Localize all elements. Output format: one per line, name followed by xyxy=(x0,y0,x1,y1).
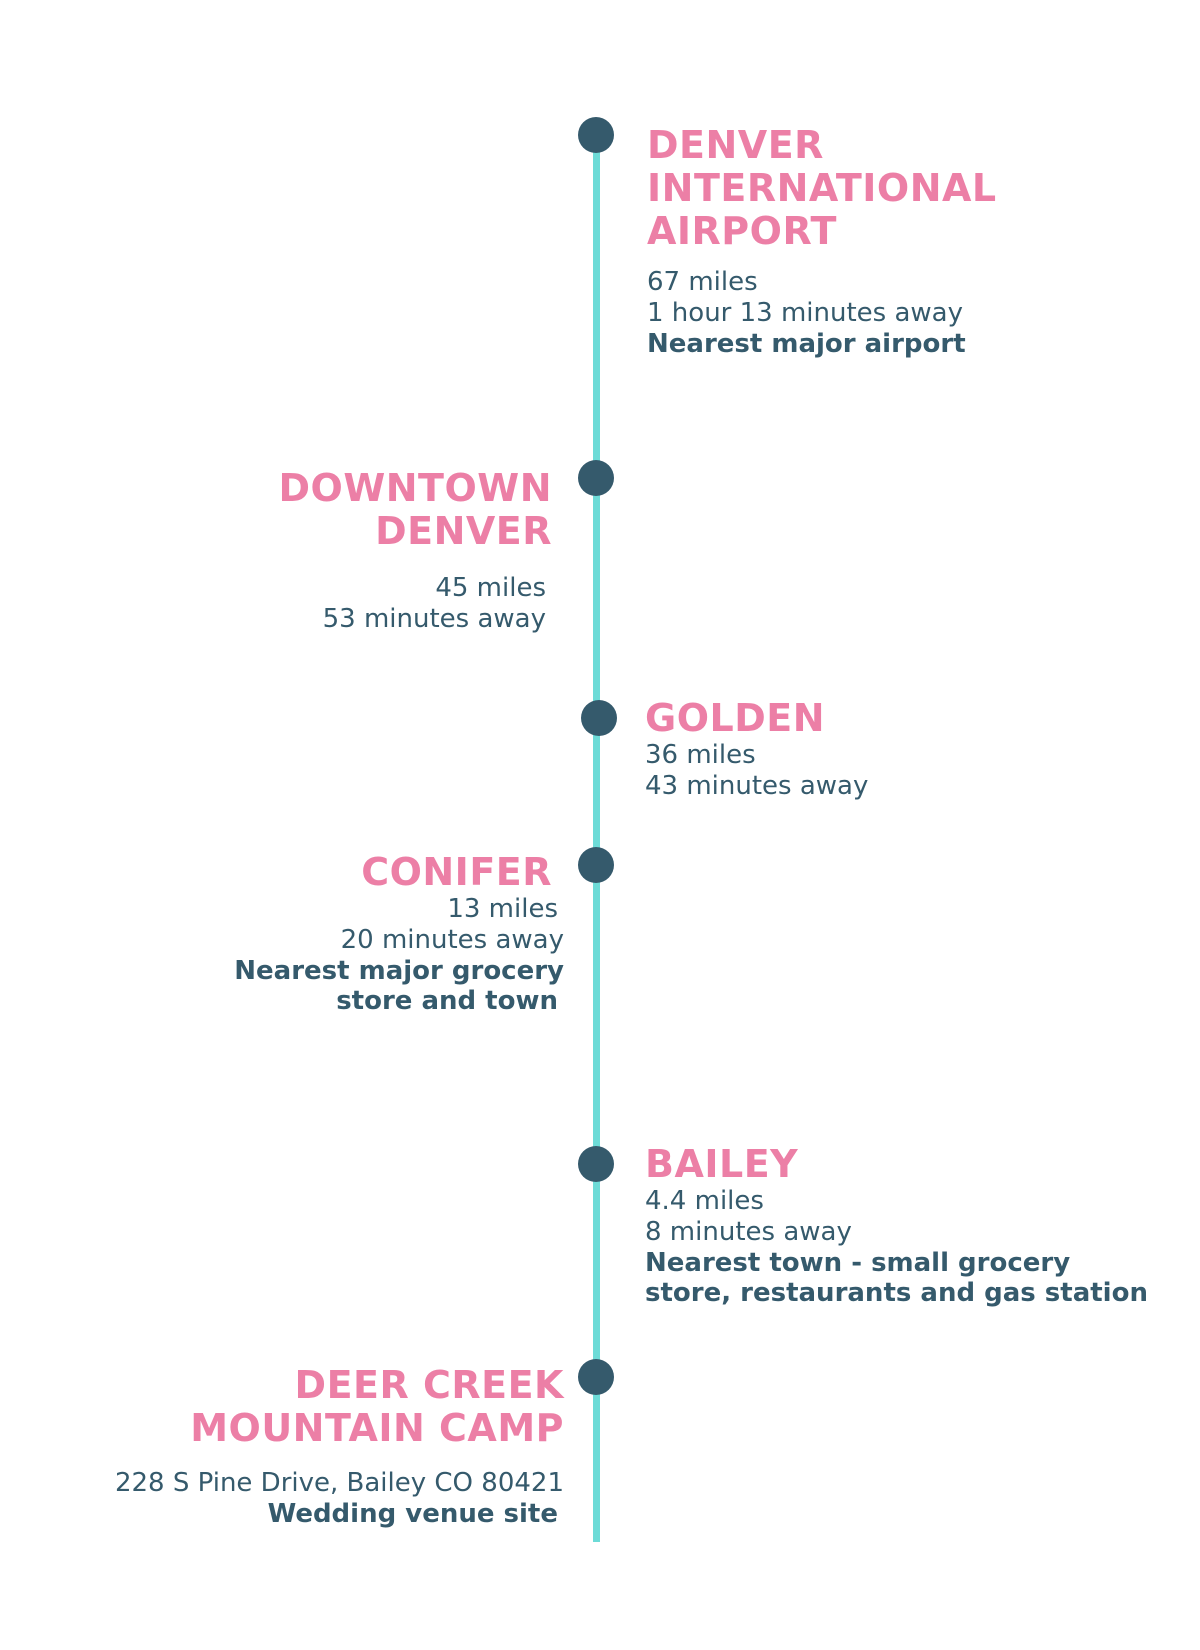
stop-note: Wedding venue site xyxy=(267,1499,558,1529)
stop-denver-airport: DENVER INTERNATIONAL AIRPORT 67 miles 1 … xyxy=(647,123,997,360)
stop-title: DENVER xyxy=(375,509,552,553)
stop-deer-creek: DEER CREEK MOUNTAIN CAMP 228 S Pine Driv… xyxy=(114,1363,564,1530)
stop-bailey: BAILEY 4.4 miles 8 minutes away Nearest … xyxy=(645,1142,1148,1309)
stop-title: INTERNATIONAL xyxy=(647,166,997,210)
timeline-dot-bailey xyxy=(578,1146,614,1182)
timeline-dot-downtown-denver xyxy=(578,460,614,496)
stop-note: store, restaurants and gas station xyxy=(645,1278,1148,1308)
stop-distance: 45 miles xyxy=(435,573,546,603)
stop-note: Nearest major grocery xyxy=(234,956,564,986)
stop-time: 43 minutes away xyxy=(645,771,869,801)
stop-note: Nearest major airport xyxy=(647,329,966,359)
stop-note: Nearest town - small grocery xyxy=(645,1248,1071,1278)
stop-title: MOUNTAIN CAMP xyxy=(190,1406,564,1450)
stop-conifer: CONIFER 13 miles 20 minutes away Nearest… xyxy=(234,850,564,1017)
stop-distance: 4.4 miles xyxy=(645,1186,764,1216)
stop-title: DOWNTOWN xyxy=(278,466,552,510)
stop-address: 228 S Pine Drive, Bailey CO 80421 xyxy=(114,1468,564,1498)
stop-time: 20 minutes away xyxy=(340,925,564,955)
timeline-dot-golden xyxy=(581,700,617,736)
timeline-dot-deer-creek xyxy=(578,1359,614,1395)
timeline-dot-denver-airport xyxy=(578,117,614,153)
stop-title: CONIFER xyxy=(361,850,552,894)
stop-time: 8 minutes away xyxy=(645,1217,852,1247)
stop-distance: 13 miles xyxy=(447,894,558,924)
stop-golden: GOLDEN 36 miles 43 minutes away xyxy=(645,697,868,802)
stop-time: 1 hour 13 minutes away xyxy=(647,298,963,328)
stop-title: DENVER xyxy=(647,123,824,167)
stop-title: BAILEY xyxy=(645,1142,799,1186)
stop-note: store and town xyxy=(336,986,558,1016)
stop-distance: 67 miles xyxy=(647,267,758,297)
stop-title: AIRPORT xyxy=(647,209,837,253)
timeline-line xyxy=(593,132,600,1542)
stop-title: DEER CREEK xyxy=(294,1363,564,1407)
stop-time: 53 minutes away xyxy=(322,604,546,634)
timeline-dot-conifer xyxy=(578,847,614,883)
stop-distance: 36 miles xyxy=(645,740,756,770)
stop-title: GOLDEN xyxy=(645,696,826,740)
stop-downtown-denver: DOWNTOWN DENVER 45 miles 53 minutes away xyxy=(278,467,552,635)
